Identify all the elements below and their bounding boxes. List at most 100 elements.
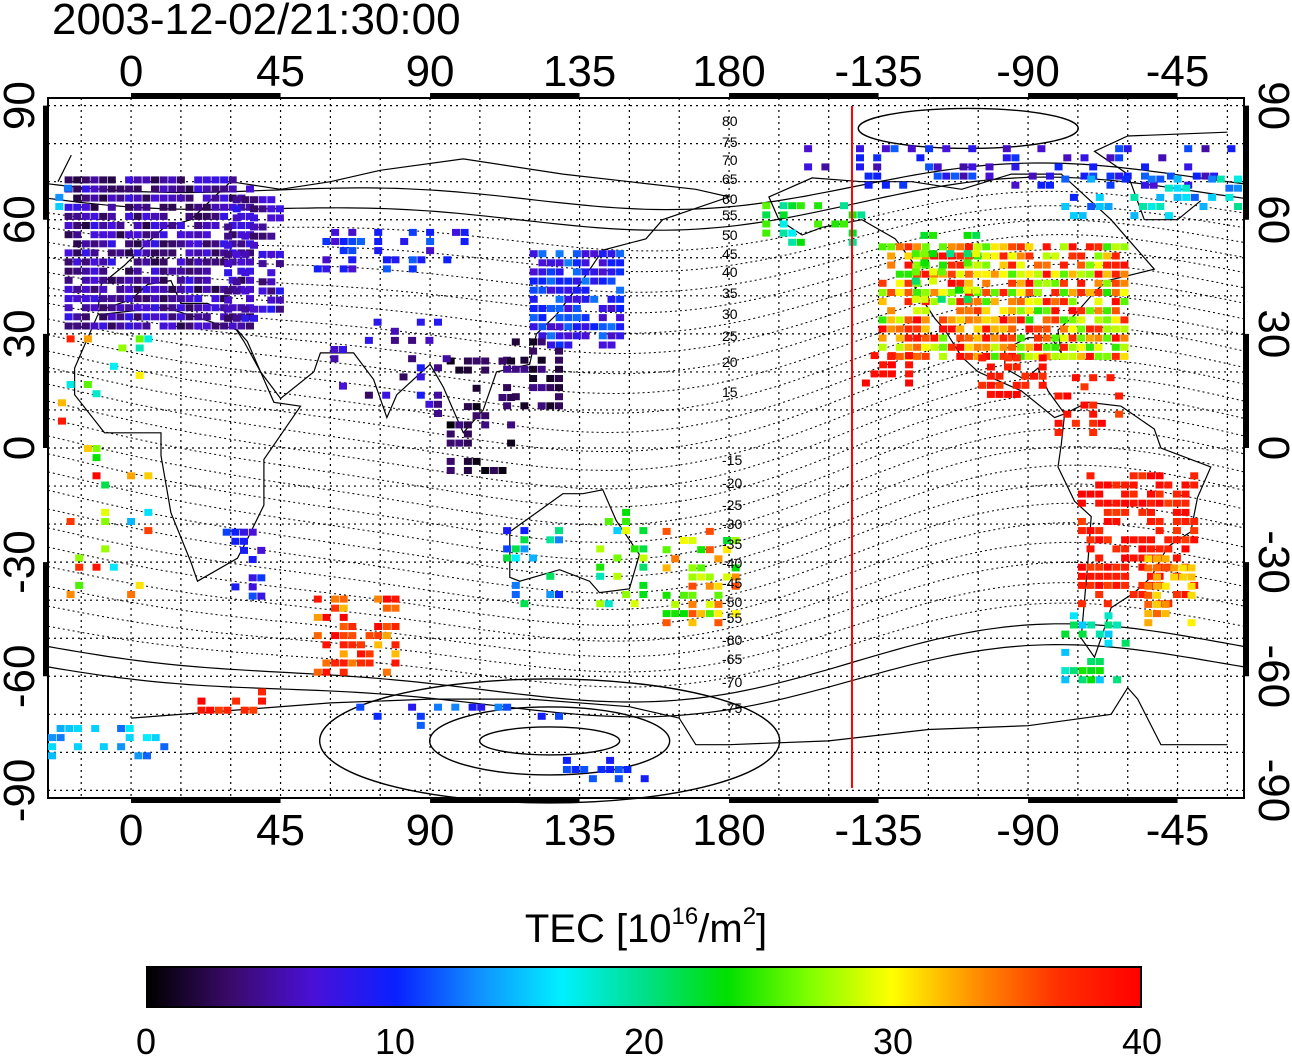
tec-cell xyxy=(224,250,233,258)
tec-cell xyxy=(1129,591,1138,598)
tec-cell xyxy=(127,591,136,598)
tec-cell xyxy=(1087,676,1096,684)
tec-cell xyxy=(503,554,512,562)
tec-cell xyxy=(964,270,973,278)
tec-cell xyxy=(1103,572,1112,580)
tec-cell xyxy=(529,375,538,382)
tec-cell xyxy=(48,743,56,751)
tec-cell xyxy=(185,185,194,193)
tec-cell xyxy=(1164,184,1173,192)
tec-cell xyxy=(814,220,823,228)
tec-cell xyxy=(391,595,400,603)
tec-cell xyxy=(982,316,991,324)
tec-cell xyxy=(364,336,373,344)
tec-cell xyxy=(1042,252,1051,260)
tec-cell xyxy=(460,228,469,236)
tec-cell xyxy=(81,322,90,330)
tec-cell xyxy=(596,572,605,580)
tec-cell xyxy=(1201,172,1210,180)
tec-cell xyxy=(904,279,913,287)
tec-cell xyxy=(48,734,56,742)
tec-cell xyxy=(1046,181,1054,189)
coastline xyxy=(57,131,1228,221)
tec-cell xyxy=(1068,352,1077,360)
tec-cell xyxy=(451,703,460,711)
tec-cell xyxy=(241,250,250,258)
tec-cell xyxy=(705,610,714,618)
tec-cell xyxy=(590,250,599,258)
tec-cell xyxy=(590,268,599,276)
tec-cell xyxy=(1111,343,1120,351)
tec-cell xyxy=(1042,279,1051,287)
tec-cell xyxy=(697,564,706,572)
tec-cell xyxy=(616,286,625,294)
tec-cell xyxy=(1087,175,1096,183)
tec-cell xyxy=(1080,172,1089,180)
tec-cell xyxy=(999,325,1008,333)
tec-cell xyxy=(313,668,322,676)
tec-cell xyxy=(176,322,185,330)
tec-cell xyxy=(705,573,714,581)
tec-cell xyxy=(99,304,108,312)
tec-cell xyxy=(322,265,331,273)
tec-cell xyxy=(1069,212,1078,220)
tec-cell xyxy=(463,421,472,429)
tec-cell xyxy=(1103,252,1112,260)
tec-cell xyxy=(374,228,383,236)
tec-cell xyxy=(382,256,391,264)
tec-cell xyxy=(159,258,168,266)
tec-cell xyxy=(125,240,134,248)
tec-cell xyxy=(81,295,90,303)
tec-cell xyxy=(1190,536,1199,544)
tec-cell xyxy=(1016,316,1025,324)
contour-label: -35 xyxy=(722,536,742,552)
tec-cell xyxy=(339,595,348,603)
tec-cell xyxy=(206,706,215,714)
tec-cell xyxy=(688,564,697,572)
tec-cell xyxy=(1173,175,1182,183)
tec-cell xyxy=(498,467,507,474)
tec-cell xyxy=(452,228,460,236)
tec-cell xyxy=(990,298,999,306)
tec-cell xyxy=(133,322,142,330)
tec-cell xyxy=(1129,472,1138,480)
tec-cell xyxy=(1061,203,1070,210)
tec-cell xyxy=(1077,581,1086,589)
tec-cell xyxy=(529,347,538,355)
tec-cell xyxy=(81,304,90,312)
tec-cell xyxy=(224,305,233,313)
tec-cell xyxy=(135,335,144,343)
tec-cell xyxy=(211,295,220,303)
tec-cell xyxy=(1147,472,1155,480)
tec-cell xyxy=(995,390,1004,398)
tec-cell xyxy=(1153,573,1161,581)
tec-cell xyxy=(1077,252,1086,260)
tec-cell xyxy=(511,554,520,562)
tec-cell xyxy=(955,286,963,294)
tec-cell xyxy=(1190,527,1199,535)
tec-cell xyxy=(895,352,904,360)
tec-cell xyxy=(688,619,697,627)
tec-cell xyxy=(939,334,947,342)
tec-cell xyxy=(688,600,697,608)
tec-cell xyxy=(905,370,914,378)
tec-cell xyxy=(228,258,237,266)
tec-cell xyxy=(662,591,671,599)
tec-cell xyxy=(947,298,956,306)
tec-cell xyxy=(913,343,922,351)
tec-cell xyxy=(572,277,581,285)
tec-cell xyxy=(1227,145,1236,153)
tec-cell xyxy=(929,231,938,239)
tec-cell xyxy=(968,145,977,153)
tec-cell xyxy=(1094,343,1103,351)
tec-cell xyxy=(1025,316,1034,324)
frame-tick-bar xyxy=(1244,333,1249,448)
tec-cell xyxy=(982,325,991,333)
tec-cell xyxy=(606,756,615,764)
tec-cell xyxy=(416,712,425,720)
tec-cell xyxy=(904,270,913,278)
tec-cell xyxy=(1087,658,1096,665)
tec-cell xyxy=(1068,316,1077,324)
tec-cell xyxy=(1086,545,1095,553)
tec-cell xyxy=(947,261,956,269)
